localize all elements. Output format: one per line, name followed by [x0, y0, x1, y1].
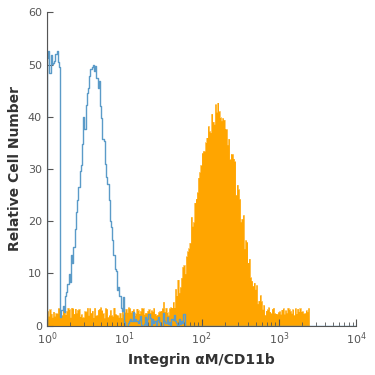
X-axis label: Integrin αM/CD11b: Integrin αM/CD11b [128, 352, 275, 367]
Y-axis label: Relative Cell Number: Relative Cell Number [8, 87, 22, 252]
